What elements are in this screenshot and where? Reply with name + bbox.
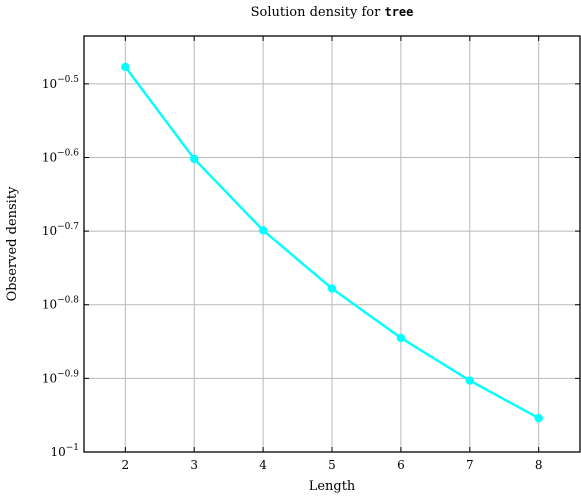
data-point: [465, 376, 474, 385]
x-tick-label: 6: [397, 458, 405, 472]
data-point: [258, 226, 268, 235]
y-tick-base: 10: [42, 371, 57, 385]
x-tick-label: 5: [328, 458, 336, 472]
y-tick-label: 10−0.7: [42, 222, 79, 238]
chart-title: Solution density for tree: [251, 5, 414, 20]
x-tick-label: 7: [466, 458, 474, 472]
data-point: [396, 333, 406, 343]
data-point: [327, 284, 337, 293]
y-tick-base: 10: [42, 224, 57, 238]
x-tick-label: 2: [122, 458, 130, 472]
series-layer: [121, 62, 543, 423]
y-tick-label: 10−1: [50, 443, 79, 459]
y-tick-base: 10: [50, 445, 65, 459]
y-tick-labels: 10−0.510−0.610−0.710−0.810−0.910−1: [42, 75, 79, 459]
x-axis-label: Length: [309, 479, 356, 494]
y-tick-exponent: −0.7: [57, 222, 79, 232]
y-tick-exponent: −0.6: [57, 148, 79, 158]
ticks: [84, 36, 580, 453]
data-point: [190, 154, 199, 164]
y-tick-base: 10: [42, 150, 57, 164]
y-tick-exponent: −1: [66, 443, 79, 453]
y-tick-exponent: −0.8: [57, 296, 79, 306]
y-tick-label: 10−0.5: [42, 75, 79, 91]
data-point: [534, 413, 543, 423]
y-axis-label: Observed density: [5, 186, 20, 301]
y-tick-base: 10: [42, 298, 57, 312]
data-point: [121, 62, 130, 72]
grid: [84, 36, 580, 452]
y-tick-label: 10−0.8: [42, 296, 79, 312]
y-tick-exponent: −0.5: [57, 75, 79, 85]
x-tick-labels: 2 3 4 5 6 7 8: [122, 458, 543, 472]
x-tick-label: 3: [190, 458, 198, 472]
x-tick-label: 4: [259, 458, 267, 472]
chart-title-code: tree: [384, 5, 413, 19]
y-tick-exponent: −0.9: [57, 369, 79, 379]
y-tick-label: 10−0.9: [42, 369, 79, 385]
y-tick-label: 10−0.6: [42, 148, 79, 164]
y-tick-base: 10: [42, 77, 57, 91]
chart-title-prefix: Solution density for: [251, 5, 385, 20]
x-tick-label: 8: [535, 458, 543, 472]
